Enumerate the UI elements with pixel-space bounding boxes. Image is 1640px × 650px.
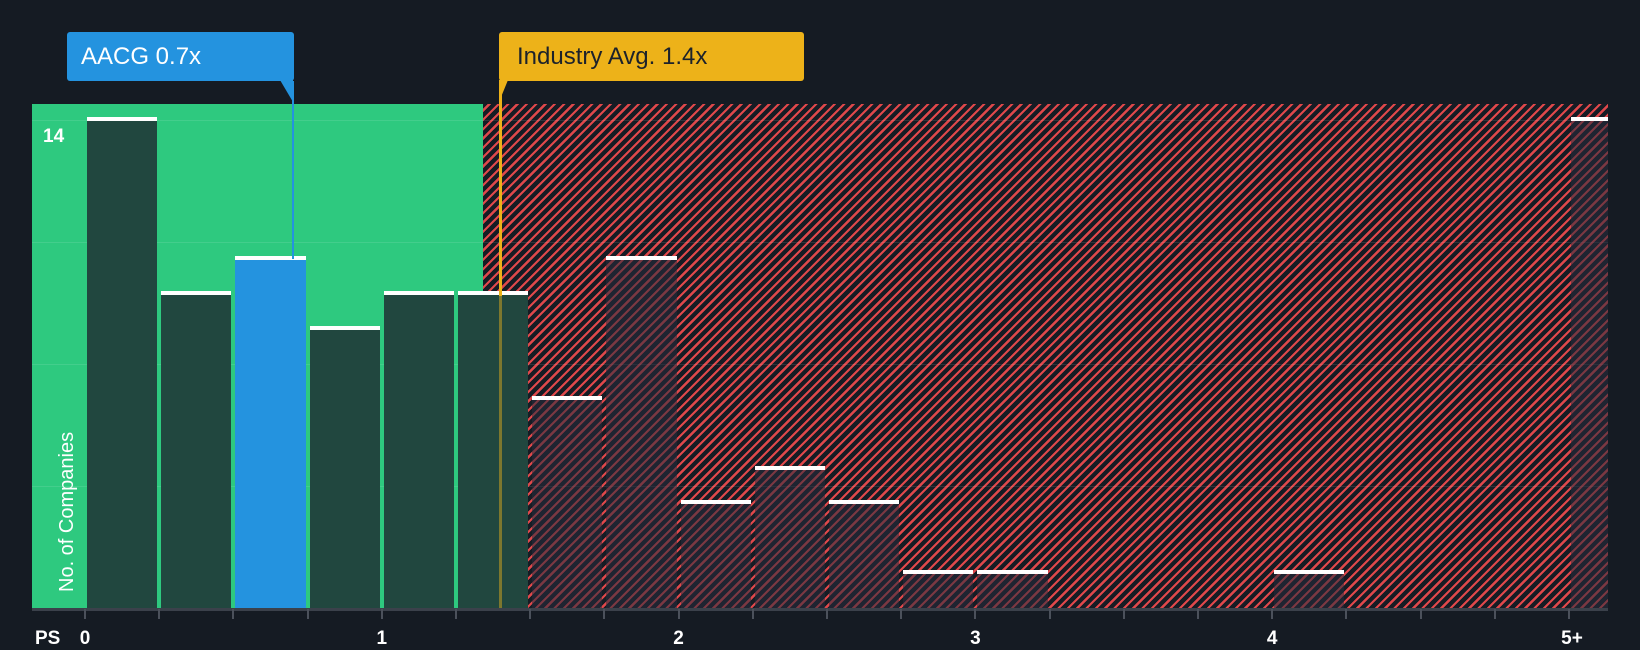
histogram-bar	[532, 395, 603, 608]
x-tick-label: 2	[673, 628, 684, 649]
x-tick	[1122, 609, 1125, 619]
histogram-bar	[903, 570, 974, 608]
x-tick	[1419, 609, 1422, 619]
x-tick	[306, 609, 309, 619]
histogram-bar	[680, 500, 751, 608]
x-tick	[232, 609, 235, 619]
x-tick	[84, 609, 86, 619]
industry-avg-marker-line	[499, 81, 503, 608]
x-tick	[826, 609, 828, 619]
bar-cap	[383, 291, 454, 296]
bar-cap	[309, 326, 380, 331]
gridline	[32, 242, 1608, 243]
company-callout-label: AACG 0.7x	[81, 43, 202, 70]
industry-avg-callout: Industry Avg. 1.4x	[499, 32, 804, 81]
x-tick	[1048, 609, 1051, 619]
histogram-bar	[606, 256, 677, 608]
bar-cap	[458, 291, 529, 296]
x-tick-label: 3	[970, 628, 981, 649]
company-callout-pointer	[279, 80, 293, 102]
x-tick-label: 1	[376, 628, 388, 649]
bar-cap	[1274, 570, 1345, 575]
histogram-bar	[1274, 570, 1345, 608]
x-tick-label: 0	[79, 628, 91, 649]
histogram-bar	[309, 326, 380, 608]
bar-cap	[87, 117, 158, 121]
histogram-bar	[754, 465, 825, 608]
x-tick	[603, 609, 606, 619]
bar-cap	[829, 500, 900, 505]
x-tick	[1345, 609, 1348, 619]
x-tick-label: 5+	[1561, 628, 1583, 649]
bar-cap	[606, 256, 677, 261]
x-tick	[677, 609, 680, 619]
company-callout: AACG 0.7x	[67, 32, 294, 81]
gridline	[32, 364, 1608, 365]
x-tick	[1271, 609, 1274, 619]
x-tick-label: 4	[1266, 628, 1278, 649]
x-axis-name: PS	[35, 628, 61, 649]
bar-cap	[1571, 117, 1608, 121]
bar-cap	[532, 395, 603, 400]
x-tick	[455, 609, 457, 619]
bar-cap	[754, 465, 825, 470]
x-axis-line	[32, 608, 1608, 611]
x-tick	[900, 609, 903, 619]
histogram-bar	[161, 291, 232, 608]
histogram-bar	[87, 117, 158, 608]
histogram-bar	[383, 291, 454, 608]
x-tick	[974, 609, 977, 619]
x-tick	[1197, 609, 1199, 619]
x-tick	[1568, 609, 1570, 619]
industry-callout-label: Industry Avg. 1.4x	[517, 43, 708, 70]
y-axis-title: No. of Companies	[56, 431, 78, 592]
histogram-bar	[458, 291, 529, 608]
x-tick	[380, 609, 383, 619]
gridline	[32, 120, 1608, 121]
bar-cap	[977, 570, 1048, 575]
x-tick	[1493, 609, 1496, 619]
x-tick	[529, 609, 532, 619]
bar-cap	[680, 500, 751, 505]
histogram-bar	[829, 500, 900, 608]
histogram-bar	[977, 570, 1048, 608]
y-axis-max-label: 14	[43, 126, 65, 147]
x-tick	[751, 609, 754, 619]
bar-cap	[161, 291, 232, 296]
histogram-bar	[235, 256, 306, 608]
bar-cap	[235, 256, 306, 261]
x-tick	[158, 609, 161, 619]
industry-callout-pointer	[499, 80, 509, 102]
bar-cap	[903, 570, 974, 575]
histogram-bar	[1571, 117, 1608, 608]
company-marker-line	[291, 81, 294, 260]
